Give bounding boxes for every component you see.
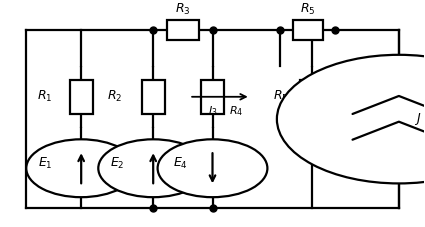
- Bar: [201, 80, 224, 114]
- Text: $R_1$: $R_1$: [37, 89, 53, 104]
- Circle shape: [277, 55, 425, 183]
- Bar: [142, 80, 165, 114]
- Text: $R_4$: $R_4$: [230, 104, 244, 118]
- Circle shape: [158, 139, 267, 197]
- Bar: [300, 80, 324, 114]
- Text: $E_4$: $E_4$: [173, 156, 188, 171]
- Text: $R_5$: $R_5$: [300, 2, 316, 17]
- Circle shape: [98, 139, 208, 197]
- Bar: [167, 20, 199, 40]
- Bar: [293, 20, 323, 40]
- Text: $R_3$: $R_3$: [175, 2, 191, 17]
- Text: $E_2$: $E_2$: [110, 156, 125, 171]
- Text: $R_2$: $R_2$: [108, 89, 123, 104]
- Text: $E_1$: $E_1$: [38, 156, 53, 171]
- Text: $R_5$: $R_5$: [272, 89, 288, 104]
- Text: $J$: $J$: [414, 111, 422, 127]
- Text: $I_3$: $I_3$: [208, 104, 218, 118]
- Bar: [70, 80, 93, 114]
- Circle shape: [26, 139, 136, 197]
